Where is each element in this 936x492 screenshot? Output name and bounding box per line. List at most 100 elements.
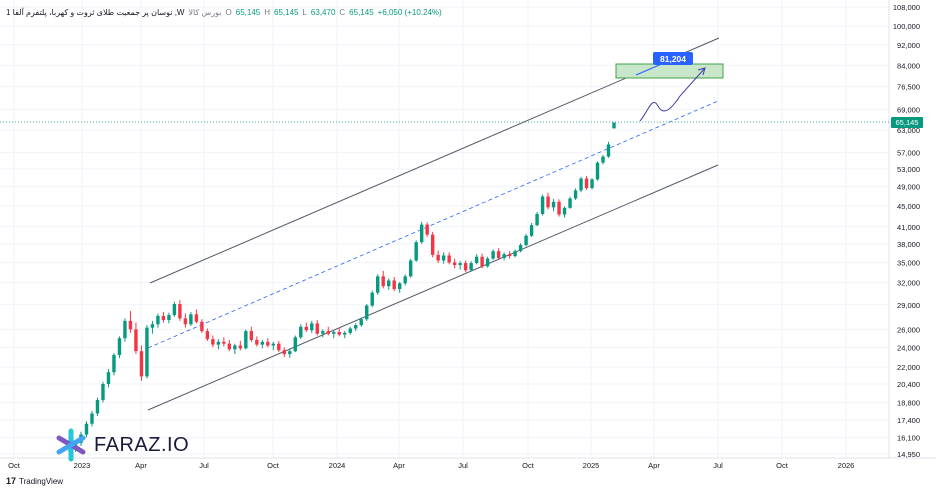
candle-body: [507, 254, 512, 257]
candle-body: [387, 280, 391, 287]
candle-body: [310, 323, 314, 331]
open-label: O: [225, 8, 232, 17]
candle: [205, 328, 210, 341]
candle-body: [95, 400, 100, 414]
snowflake-icon: [56, 428, 86, 462]
watermark-text: FARAZ.IO: [94, 433, 190, 456]
candle: [491, 249, 495, 260]
candle-body: [128, 320, 133, 330]
target-callout-arrow: [635, 62, 665, 76]
candle-body: [183, 318, 188, 325]
channel-upper-line[interactable]: [149, 37, 720, 284]
candle-body: [211, 339, 215, 345]
candle: [293, 335, 297, 353]
candle: [332, 330, 336, 339]
candle-body: [414, 242, 418, 261]
candle: [106, 369, 111, 388]
open-value: 65,145: [235, 8, 261, 17]
candle: [540, 194, 545, 216]
candle-body: [590, 179, 594, 189]
low-value: 63,470: [310, 8, 336, 17]
candle-body: [112, 355, 116, 373]
candle: [277, 340, 281, 353]
candle: [606, 141, 611, 158]
x-tick-label: Apr: [135, 461, 147, 470]
symbol-name[interactable]: 1 نوسان پر جمعیت طلای ثروت و کهربا، پلتف…: [6, 8, 185, 17]
candle-body: [502, 254, 506, 258]
candle-body: [513, 251, 517, 257]
y-tick-label: 14,950: [897, 450, 920, 459]
x-tick-label: 2025: [583, 461, 600, 470]
target-price-label[interactable]: 81,204: [653, 52, 693, 65]
projection-arrowhead: [697, 67, 706, 76]
candle-body: [452, 262, 457, 266]
candle: [200, 319, 204, 333]
candle: [441, 252, 446, 264]
candle-body: [293, 337, 297, 352]
candle-body: [419, 224, 424, 243]
target-zone[interactable]: [615, 63, 724, 79]
candle-body: [84, 423, 89, 435]
candle-body: [579, 178, 583, 191]
candle: [551, 198, 556, 212]
candle: [101, 381, 105, 403]
candle: [480, 253, 484, 269]
x-tick-label: Jul: [458, 461, 468, 470]
candle: [546, 192, 550, 210]
candle-body: [299, 326, 303, 338]
candle: [288, 349, 292, 358]
candle: [354, 323, 358, 332]
tradingview-brand[interactable]: 17 TradingView: [6, 476, 63, 486]
candle: [579, 176, 583, 193]
channel-midline[interactable]: [147, 100, 719, 349]
candle-body: [249, 331, 254, 341]
candle-body: [463, 263, 468, 271]
candle: [584, 175, 589, 190]
candle: [392, 277, 396, 292]
candle: [601, 154, 605, 165]
x-tick-label: Oct: [8, 461, 21, 470]
candle-body: [595, 162, 600, 180]
candle: [507, 251, 512, 259]
x-axis[interactable]: Oct 2023 Apr Jul Oct 2024 Apr Jul Oct 2025 Apr Jul O…: [8, 461, 854, 470]
candle: [189, 311, 193, 326]
candle-body: [343, 332, 347, 335]
exchange-name: بورس کالا: [188, 8, 222, 17]
candle-body: [156, 315, 160, 325]
x-tick-label: 2026: [838, 461, 855, 470]
candle-body: [540, 196, 545, 214]
grid: [0, 0, 936, 459]
candle: [359, 317, 363, 327]
candle-body: [496, 251, 501, 258]
candle-body: [189, 314, 193, 325]
candle-body: [425, 224, 429, 235]
candle: [376, 274, 380, 295]
channel-lower-line[interactable]: [147, 164, 719, 411]
candle: [463, 260, 468, 273]
candle-body: [205, 331, 210, 340]
candle-body: [337, 331, 341, 335]
projection-arrow[interactable]: [639, 67, 706, 122]
y-tick-label: 24,000: [897, 343, 920, 352]
candle: [244, 329, 248, 350]
candle: [348, 326, 352, 335]
candle: [513, 249, 517, 258]
candle-body: [403, 276, 407, 284]
x-tick-label: Apr: [393, 461, 405, 470]
candle-body: [266, 341, 270, 346]
candle: [249, 326, 254, 342]
candle-body: [348, 328, 352, 333]
candle-body: [524, 235, 528, 246]
y-tick-label: 32,000: [897, 279, 920, 288]
candle: [595, 161, 600, 181]
candle-body: [244, 331, 248, 349]
candle-body: [354, 325, 358, 329]
candle: [365, 304, 369, 321]
candle: [227, 340, 232, 352]
drawings: [0, 37, 889, 411]
y-tick-label: 45,000: [897, 202, 920, 211]
y-axis[interactable]: 108,000 100,000 92,000 84,000 76,500 69,000 63…: [893, 3, 920, 459]
candle-body: [436, 254, 440, 261]
candle-body: [222, 341, 226, 344]
